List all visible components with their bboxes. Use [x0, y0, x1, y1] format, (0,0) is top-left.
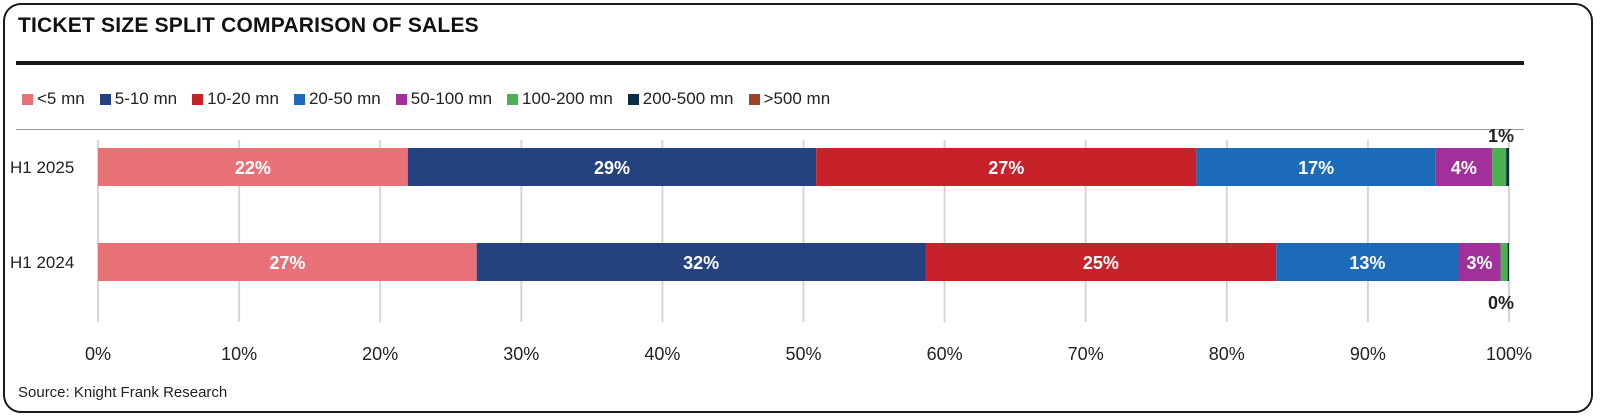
outside-data-label: 1%	[1488, 126, 1514, 146]
bar-segment	[476, 243, 926, 281]
data-label: 13%	[1349, 253, 1385, 273]
x-tick-label: 90%	[1350, 344, 1386, 364]
legend-label: >500 mn	[763, 89, 831, 108]
legend-item: 200-500 mn	[627, 89, 734, 109]
legend-item: 50-100 mn	[395, 89, 493, 109]
legend-label: 50-100 mn	[410, 89, 493, 108]
legend-swatch	[507, 93, 519, 105]
x-tick-label: 30%	[503, 344, 539, 364]
x-tick-label: 40%	[644, 344, 680, 364]
legend-item: 100-200 mn	[507, 89, 613, 109]
x-tick-label: 20%	[362, 344, 398, 364]
bar-segment	[1196, 148, 1436, 186]
legend-item: 10-20 mn	[192, 89, 279, 109]
legend-label: 20-50 mn	[308, 89, 381, 108]
x-tick-label: 70%	[1068, 344, 1104, 364]
legend-label: 200-500 mn	[642, 89, 734, 108]
data-label: 25%	[1083, 253, 1119, 273]
data-label: 3%	[1467, 253, 1493, 273]
legend-swatch	[22, 93, 33, 105]
bar-segment	[925, 243, 1277, 281]
legend-item: 5-10 mn	[99, 89, 178, 109]
data-label: 27%	[269, 253, 305, 273]
x-tick-label: 100%	[1486, 344, 1532, 364]
legend-item: 20-50 mn	[293, 89, 381, 109]
data-label: 4%	[1451, 158, 1477, 178]
data-label: 29%	[594, 158, 630, 178]
x-tick-label: 0%	[85, 344, 111, 364]
bar-segment	[816, 148, 1197, 186]
legend-label: <5 mn	[37, 89, 85, 108]
legend-item: >500 mn	[748, 89, 831, 109]
chart-title: TICKET SIZE SPLIT COMPARISON OF SALES	[18, 14, 479, 37]
legend-label: 5-10 mn	[114, 89, 178, 108]
outside-data-label: 0%	[1488, 293, 1514, 313]
category-label: H1 2024	[10, 253, 74, 272]
legend-label: 10-20 mn	[207, 89, 279, 108]
legend-swatch	[627, 93, 639, 105]
x-tick-label: 60%	[927, 344, 963, 364]
x-tick-label: 80%	[1209, 344, 1245, 364]
x-tick-label: 50%	[785, 344, 821, 364]
bar-segment	[1500, 243, 1508, 281]
legend-swatch	[748, 93, 760, 105]
title-rule	[16, 61, 1524, 65]
data-label: 17%	[1298, 158, 1334, 178]
bar-segment	[98, 243, 477, 281]
legend: <5 mn 5-10 mn 10-20 mn 20-50 mn 50-100 mn 100…	[22, 88, 845, 110]
bar-segment	[1458, 243, 1501, 281]
legend-swatch	[192, 93, 204, 105]
bar-segment	[1506, 148, 1509, 186]
x-tick-label: 10%	[221, 344, 257, 364]
data-label: 32%	[683, 253, 719, 273]
bar-segment	[98, 148, 408, 186]
legend-rule	[16, 129, 1524, 130]
chart-frame	[3, 3, 1593, 413]
legend-swatch	[99, 93, 111, 105]
legend-swatch	[293, 93, 305, 105]
legend-swatch	[395, 93, 407, 105]
source-note: Source: Knight Frank Research	[18, 384, 228, 401]
legend-label: 100-200 mn	[522, 89, 613, 108]
data-label: 27%	[988, 158, 1024, 178]
bar-segment	[407, 148, 817, 186]
legend-item: <5 mn	[22, 89, 85, 109]
bar-segment	[1492, 148, 1507, 186]
bar-segment	[1507, 243, 1509, 281]
bar-segment	[1276, 243, 1459, 281]
category-label: H1 2025	[10, 158, 74, 177]
bar-segment	[1435, 148, 1493, 186]
data-label: 22%	[235, 158, 271, 178]
